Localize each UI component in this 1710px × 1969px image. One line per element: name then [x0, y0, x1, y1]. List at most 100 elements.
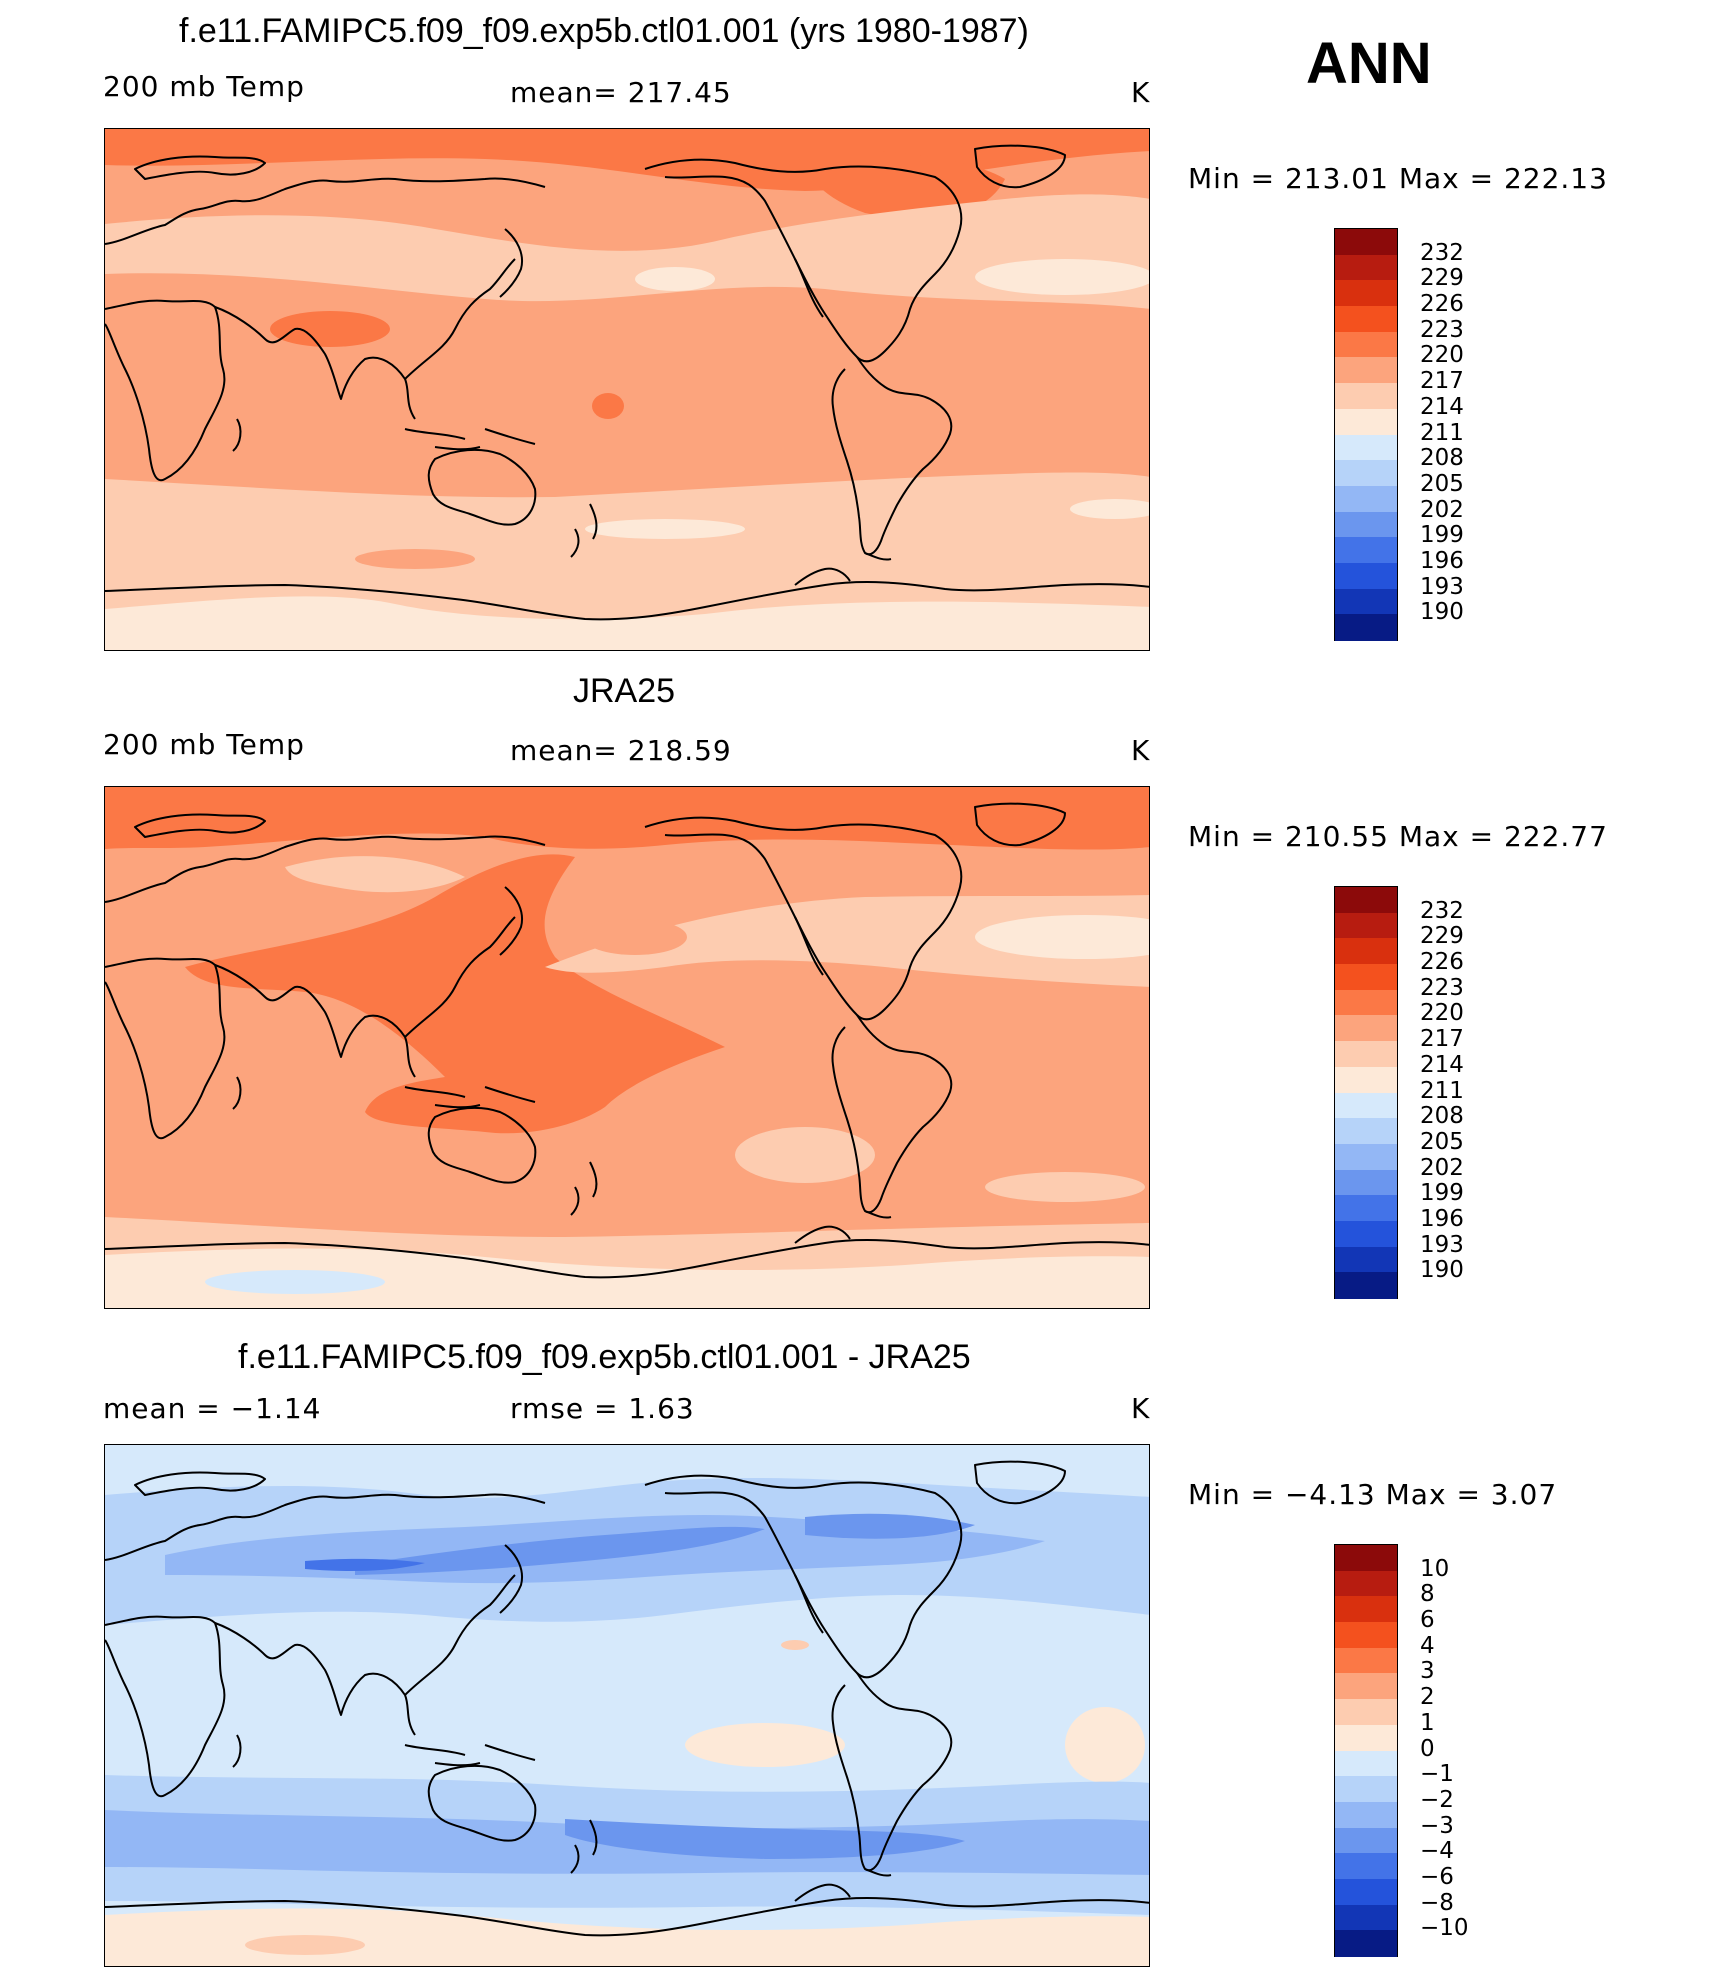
panel1-atlantic-light-spot: [975, 259, 1149, 295]
panel1-minmax-label: Min = 213.01 Max = 222.13: [1188, 162, 1608, 195]
colorbar-tick-label: 232: [1420, 897, 1464, 924]
panel2-arctic-band: [105, 787, 1149, 850]
colorbar-tick-label: 193: [1420, 573, 1464, 600]
colorbar-cell: [1335, 1272, 1397, 1299]
panel1-pacific-light-spot: [635, 267, 715, 291]
panel1-southern-light-2: [1070, 499, 1149, 519]
colorbar-cell: [1335, 938, 1397, 965]
panel1-southern-spot: [355, 549, 475, 569]
panel1-tibet-warm: [270, 311, 390, 347]
panel2-pacific-spot: [583, 919, 687, 955]
colorbar-cell: [1335, 1750, 1397, 1777]
colorbar-cell: [1335, 511, 1397, 538]
season-label: ANN: [1306, 31, 1432, 96]
colorbar-tick-label: 217: [1420, 1026, 1464, 1053]
panel2-atlantic-light: [975, 915, 1149, 959]
panel3-antarctic-warm-spot: [245, 1935, 365, 1955]
colorbar-tick-label: 229: [1420, 923, 1464, 950]
colorbar-tick-label: 1: [1420, 1709, 1435, 1736]
colorbar-tick-label: 208: [1420, 1103, 1464, 1130]
colorbar-tick-label: −8: [1420, 1889, 1454, 1916]
colorbar-tick-label: −6: [1420, 1863, 1454, 1890]
colorbar-cell: [1335, 1195, 1397, 1222]
panel2-pacific-light: [545, 895, 1149, 987]
colorbar-cell: [1335, 1930, 1397, 1957]
panel3-rmse-label: rmse = 1.63: [510, 1392, 695, 1425]
colorbar-cell: [1335, 1169, 1397, 1196]
panel1-variable-label: 200 mb Temp: [103, 70, 305, 103]
panel3-minmax-label: Min = −4.13 Max = 3.07: [1188, 1478, 1558, 1511]
colorbar-cell: [1335, 1904, 1397, 1931]
colorbar-cell: [1335, 912, 1397, 939]
colorbar-cell: [1335, 1827, 1397, 1854]
colorbar-cell: [1335, 1801, 1397, 1829]
colorbar-cell: [1335, 1878, 1397, 1906]
panel3-pacific-warm: [685, 1723, 845, 1767]
colorbar-tick-label: 199: [1420, 522, 1464, 549]
colorbar-tick-label: 202: [1420, 1154, 1464, 1181]
colorbar-cell: [1335, 434, 1397, 461]
colorbar-cell: [1335, 989, 1397, 1016]
colorbar-cell: [1335, 280, 1397, 307]
colorbar-cell: [1335, 229, 1397, 256]
colorbar-tick-label: 223: [1420, 316, 1464, 343]
panel2-warm-pool: [185, 854, 725, 1134]
colorbar-cell: [1335, 1673, 1397, 1700]
colorbar-cell: [1335, 1545, 1397, 1572]
colorbar-tick-label: 205: [1420, 1128, 1464, 1155]
colorbar-tick-label: 211: [1420, 419, 1464, 446]
colorbar-tick-label: 196: [1420, 547, 1464, 574]
colorbar-tick-label: 8: [1420, 1581, 1435, 1608]
colorbar-cell: [1335, 1570, 1397, 1597]
colorbar-tick-label: 199: [1420, 1180, 1464, 1207]
colorbar-tick-label: 196: [1420, 1205, 1464, 1232]
colorbar-cell: [1335, 1041, 1397, 1068]
panel3-units-label: K: [1131, 1392, 1151, 1425]
panel2-southern-light-2: [985, 1172, 1145, 1202]
colorbar-tick-label: −10: [1420, 1915, 1469, 1942]
colorbar-tick-label: −3: [1420, 1812, 1454, 1839]
colorbar-cell: [1335, 1853, 1397, 1880]
panel3-colorbar: [1334, 1544, 1398, 1957]
panel1-mean-label: mean= 217.45: [510, 76, 732, 109]
colorbar-cell: [1335, 1647, 1397, 1674]
colorbar-cell: [1335, 383, 1397, 410]
colorbar-tick-label: −1: [1420, 1761, 1454, 1788]
colorbar-tick-label: 202: [1420, 496, 1464, 523]
panel2-antarctic-cold: [205, 1270, 385, 1294]
colorbar-tick-label: 214: [1420, 1051, 1464, 1078]
panel3-title: f.e11.FAMIPC5.f09_f09.exp5b.ctl01.001 - …: [238, 1338, 971, 1376]
colorbar-cell: [1335, 1622, 1397, 1649]
colorbar-tick-label: 0: [1420, 1735, 1435, 1762]
colorbar-tick-label: 220: [1420, 1000, 1464, 1027]
colorbar-tick-label: 193: [1420, 1231, 1464, 1258]
colorbar-cell: [1335, 1596, 1397, 1623]
panel3-south-cold: [565, 1819, 965, 1859]
colorbar-tick-label: 190: [1420, 599, 1464, 626]
panel1-antarctic-light: [105, 596, 1149, 650]
colorbar-tick-label: 2: [1420, 1684, 1435, 1711]
colorbar-cell: [1335, 1143, 1397, 1171]
panel1-title: f.e11.FAMIPC5.f09_f09.exp5b.ctl01.001 (y…: [179, 12, 1029, 50]
colorbar-cell: [1335, 408, 1397, 435]
colorbar-tick-label: 223: [1420, 974, 1464, 1001]
panel2-minmax-label: Min = 210.55 Max = 222.77: [1188, 820, 1608, 853]
colorbar-tick-label: 208: [1420, 445, 1464, 472]
colorbar-cell: [1335, 887, 1397, 914]
panel2-colorbar: [1334, 886, 1398, 1299]
panel2-southern-light-1: [735, 1127, 875, 1183]
colorbar-cell: [1335, 1220, 1397, 1248]
colorbar-tick-label: 10: [1420, 1555, 1450, 1582]
panel1-map: [104, 128, 1150, 651]
panel3-map: [104, 1444, 1150, 1967]
colorbar-tick-label: 226: [1420, 949, 1464, 976]
colorbar-cell: [1335, 537, 1397, 564]
colorbar-cell: [1335, 331, 1397, 358]
panel1-southern-light-1: [585, 519, 745, 539]
panel2-map: [104, 786, 1150, 1309]
colorbar-cell: [1335, 964, 1397, 991]
colorbar-cell: [1335, 485, 1397, 513]
panel1-colorbar: [1334, 228, 1398, 641]
panel3-pacific-coldest: [305, 1558, 425, 1571]
panel3-canada-cold: [805, 1513, 975, 1539]
